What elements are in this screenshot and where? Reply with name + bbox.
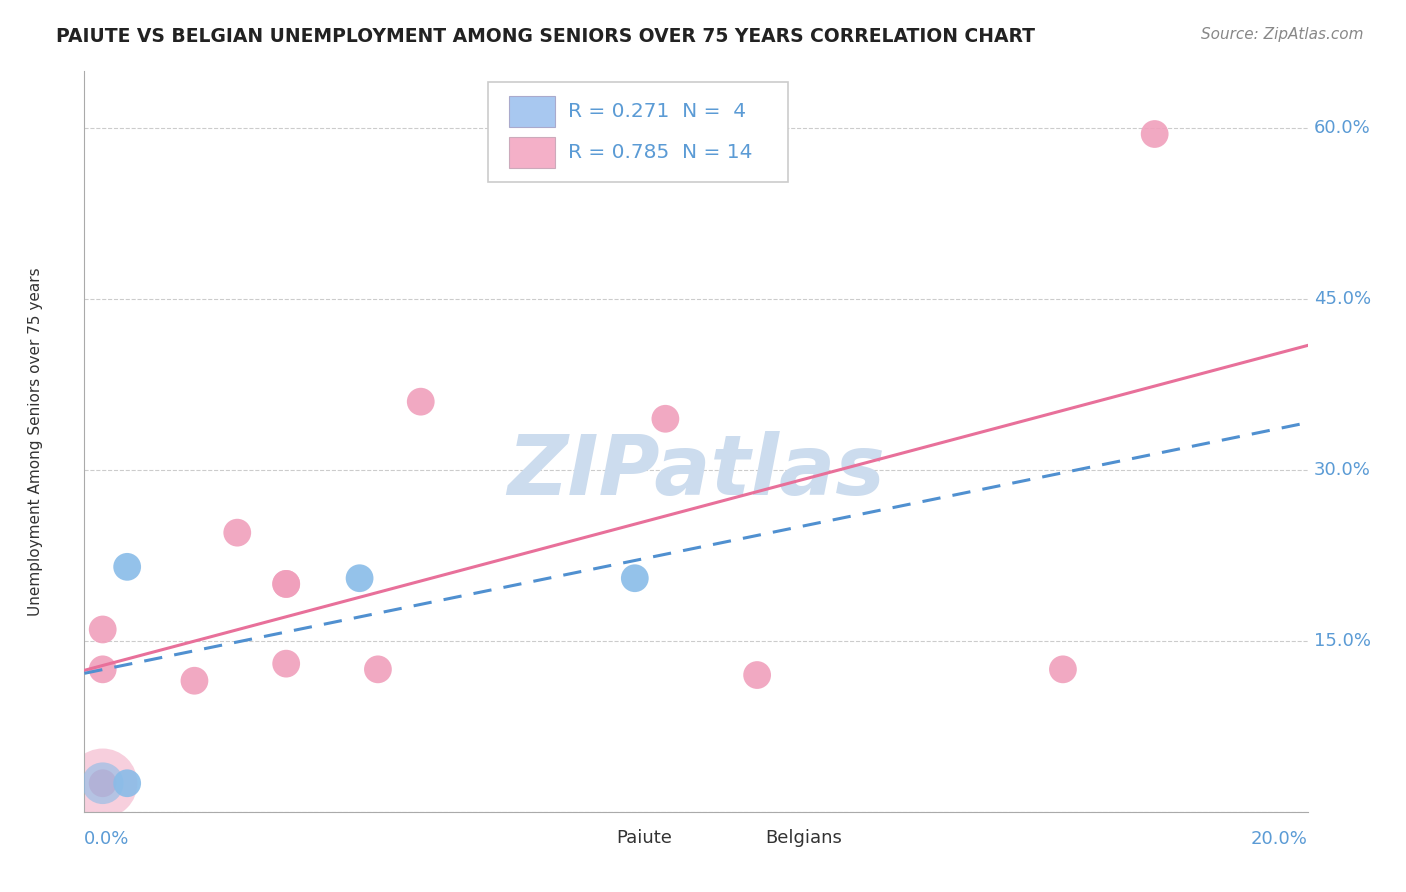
Point [349,571,371,585]
Point [624,571,647,585]
Text: Belgians: Belgians [766,829,842,847]
Point [91,776,114,790]
Point [91,776,114,790]
Text: PAIUTE VS BELGIAN UNEMPLOYMENT AMONG SENIORS OVER 75 YEARS CORRELATION CHART: PAIUTE VS BELGIAN UNEMPLOYMENT AMONG SEN… [56,27,1035,45]
Point [226,525,249,540]
Point [747,668,769,682]
Text: 0.0%: 0.0% [84,830,129,848]
Point [276,577,298,591]
Bar [509,95,555,127]
Bar [583,827,610,849]
Point [276,577,298,591]
Text: Unemployment Among Seniors over 75 years: Unemployment Among Seniors over 75 years [28,268,44,615]
Text: 45.0%: 45.0% [1313,290,1371,308]
Text: R = 0.271  N =  4: R = 0.271 N = 4 [568,102,745,120]
Text: 20.0%: 20.0% [1251,830,1308,848]
Text: ZIPatlas: ZIPatlas [508,431,884,512]
Text: 15.0%: 15.0% [1313,632,1371,650]
Point [91,662,114,676]
Text: 30.0%: 30.0% [1313,461,1371,479]
Point [654,411,676,425]
Text: R = 0.785  N = 14: R = 0.785 N = 14 [568,144,752,162]
Point [1143,127,1166,141]
Bar [509,137,555,169]
Point [91,623,114,637]
Point [276,657,298,671]
Point [115,559,138,574]
Text: Paiute: Paiute [616,829,672,847]
Text: Source: ZipAtlas.com: Source: ZipAtlas.com [1201,27,1364,42]
Point [115,776,138,790]
FancyBboxPatch shape [488,82,787,183]
Point [367,662,389,676]
Point [91,776,114,790]
Text: 60.0%: 60.0% [1313,120,1371,137]
Point [409,394,432,409]
Point [183,673,205,688]
Point [1052,662,1074,676]
Bar [733,827,759,849]
